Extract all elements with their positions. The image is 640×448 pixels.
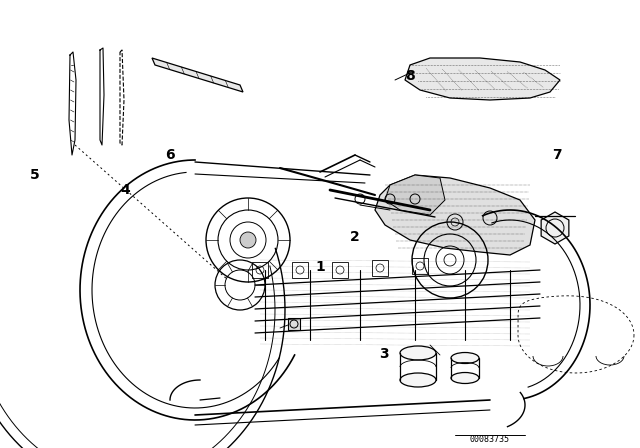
Text: 8: 8 [404,69,415,83]
Text: 4: 4 [120,183,130,198]
Polygon shape [405,58,560,100]
Text: 3: 3 [379,347,389,361]
Ellipse shape [400,373,436,387]
Text: 7: 7 [552,147,562,162]
Ellipse shape [451,353,479,363]
Ellipse shape [451,372,479,383]
Text: 6: 6 [164,147,175,162]
Polygon shape [385,175,445,215]
Ellipse shape [400,346,436,360]
Text: 1: 1 [315,259,325,274]
Polygon shape [375,175,535,255]
Polygon shape [541,212,569,244]
Text: 2: 2 [350,230,360,245]
Text: 00083735: 00083735 [470,435,510,444]
Circle shape [240,232,256,248]
Text: 5: 5 [30,168,40,182]
Polygon shape [152,58,243,92]
Polygon shape [288,318,300,330]
